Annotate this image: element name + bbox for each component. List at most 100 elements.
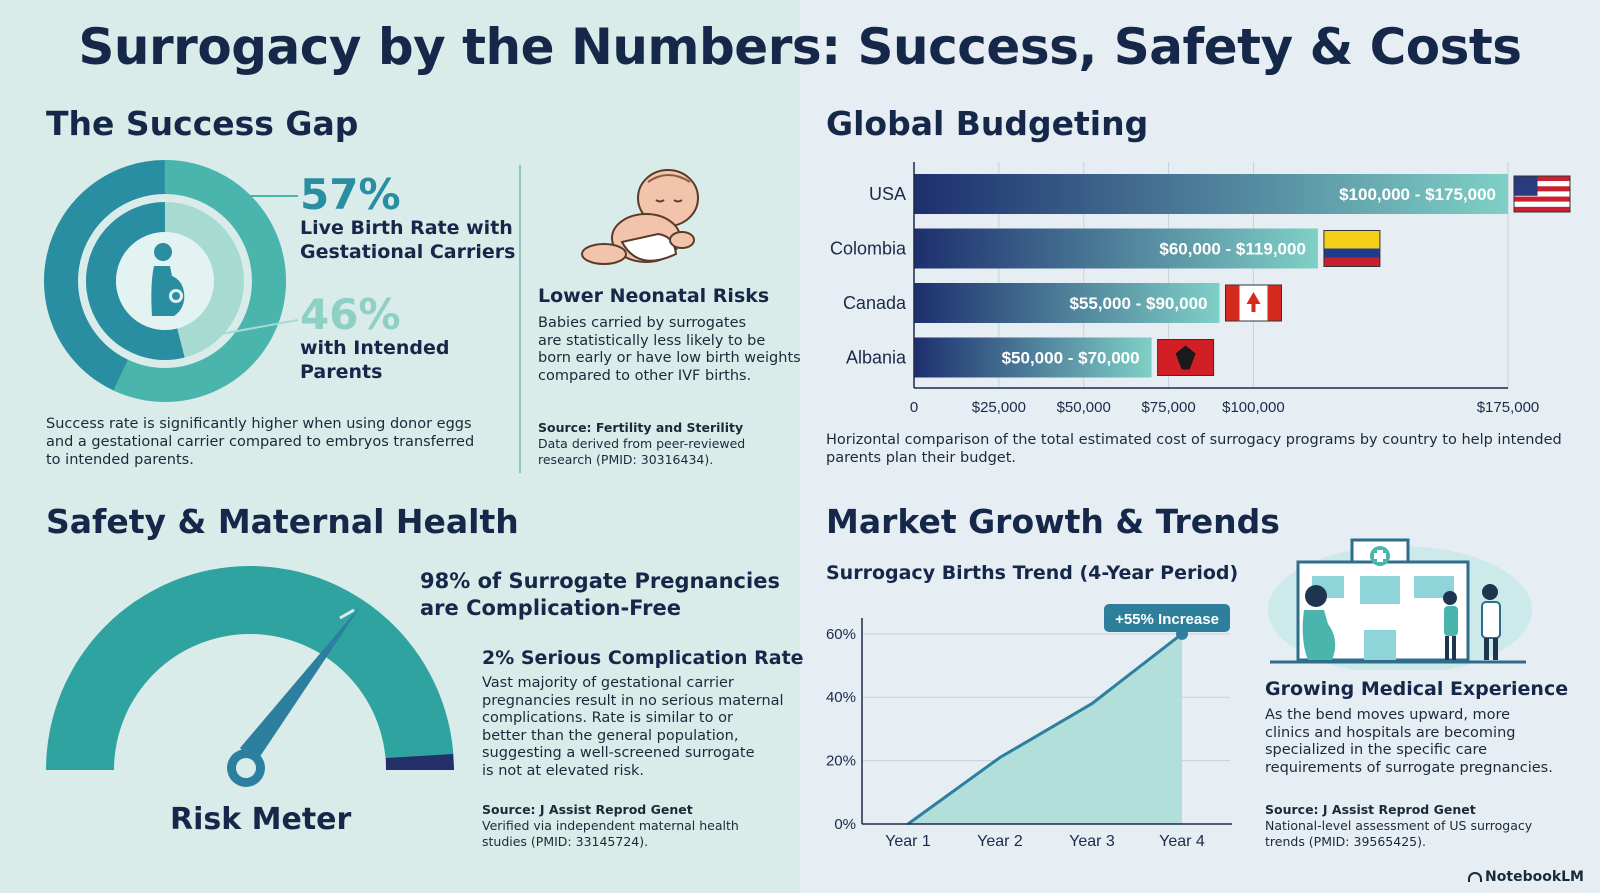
budget-bar bbox=[914, 283, 1220, 323]
safety-headline-line1: 98% of Surrogate Pregnancies bbox=[420, 569, 780, 593]
budget-bar-value-label: $100,000 - $175,000 bbox=[1339, 185, 1496, 204]
neonatal-text: Babies carried by surrogates are statist… bbox=[538, 315, 801, 385]
budget-x-tick-label: 0 bbox=[910, 399, 918, 416]
neonatal-text-line1: Babies carried by surrogates bbox=[538, 315, 747, 331]
safety-heading: Safety & Maternal Health bbox=[46, 502, 519, 541]
budget-bar bbox=[914, 174, 1508, 214]
gauge-separator bbox=[339, 608, 355, 620]
trend-area-chart: 0% 20% 40% 60% Year 1 Year 2 Year 3 Year 4 +55%… bbox=[826, 604, 1232, 850]
market-source: National-level assessment of US surrogac… bbox=[1265, 818, 1532, 850]
trend-y-tick-label: 60% bbox=[826, 626, 856, 643]
safety-headline: 98% of Surrogate Pregnancies are Complic… bbox=[420, 568, 780, 622]
stat-57-label: Live Birth Rate with Gestational Carrier… bbox=[300, 216, 515, 264]
budget-bar-value-label: $50,000 - $70,000 bbox=[1002, 349, 1140, 368]
notebooklm-label: NotebookLM bbox=[1485, 869, 1584, 885]
budget-x-tick-label: $100,000 bbox=[1222, 399, 1285, 416]
trend-annotation: +55% Increase bbox=[1104, 604, 1230, 632]
outer-ring-rest bbox=[44, 160, 166, 391]
safety-text-line4: better than the general population, bbox=[482, 727, 739, 744]
market-source-line2: trends (PMID: 39565425). bbox=[1265, 834, 1426, 849]
safety-source: Verified via independent maternal health… bbox=[482, 818, 739, 850]
trend-y-tick-label: 40% bbox=[826, 689, 856, 706]
trend-chart-title: Surrogacy Births Trend (4-Year Period) bbox=[826, 562, 1239, 584]
stat-46-value: 46% bbox=[300, 290, 401, 339]
budget-category-label: USA bbox=[869, 184, 906, 204]
trend-x-tick-label: Year 4 bbox=[1159, 833, 1205, 850]
inner-ring-rest bbox=[86, 202, 185, 360]
budget-description: Horizontal comparison of the total estim… bbox=[826, 431, 1562, 467]
trend-x-tick-label: Year 1 bbox=[885, 833, 931, 850]
neonatal-text-line4: compared to other IVF births. bbox=[538, 367, 752, 384]
success-description-line1: Success rate is significantly higher whe… bbox=[46, 416, 472, 432]
notebooklm-brand: NotebookLM bbox=[1468, 869, 1584, 885]
market-text-line3: specialized in the specific care bbox=[1265, 742, 1488, 758]
market-text-line4: requirements of surrogate pregnancies. bbox=[1265, 759, 1553, 776]
gauge-danger-band bbox=[386, 754, 454, 770]
success-description-line2: and a gestational carrier compared to em… bbox=[46, 434, 475, 450]
neonatal-text-line3: born early or have low birth weights bbox=[538, 350, 801, 366]
trend-x-tick-label: Year 2 bbox=[977, 833, 1023, 850]
stat-57-value: 57% bbox=[300, 170, 401, 219]
success-description-line3: to intended parents. bbox=[46, 452, 194, 468]
risk-meter-label: Risk Meter bbox=[170, 802, 352, 837]
annotation-text: +55% Increase bbox=[1115, 611, 1219, 628]
neonatal-text-line2: are statistically less likely to be bbox=[538, 332, 766, 349]
market-source-head: Source: J Assist Reprod Genet bbox=[1265, 802, 1476, 817]
albania-flag-icon bbox=[1157, 339, 1215, 376]
safety-text-line1: Vast majority of gestational carrier bbox=[482, 675, 734, 691]
budget-bar-value-label: $55,000 - $90,000 bbox=[1069, 294, 1207, 313]
budget-x-tick-label: $175,000 bbox=[1477, 399, 1540, 416]
nurse-figure-icon bbox=[1443, 591, 1458, 660]
trend-area-fill bbox=[908, 633, 1182, 824]
annotation-badge bbox=[1104, 604, 1230, 632]
market-text-line2: clinics and hospitals are becoming bbox=[1265, 724, 1516, 741]
safety-headline-line2: are Complication-Free bbox=[420, 596, 682, 620]
safety-source-head: Source: J Assist Reprod Genet bbox=[482, 802, 693, 817]
budget-category-label: Colombia bbox=[830, 239, 907, 259]
budget-bar-chart: $100,000 - $175,000 $60,000 - $119,000 $55… bbox=[830, 162, 1571, 416]
safety-text-line6: is not at elevated risk. bbox=[482, 762, 645, 779]
baby-icon bbox=[581, 169, 699, 265]
risk-meter-gauge bbox=[46, 566, 454, 787]
budget-bar-value-label: $60,000 - $119,000 bbox=[1159, 240, 1306, 259]
doctor-figure-icon bbox=[1481, 584, 1501, 660]
budget-description-line1: Horizontal comparison of the total estim… bbox=[826, 432, 1562, 448]
success-donut-chart bbox=[44, 160, 299, 402]
safety-source-line1: Verified via independent maternal health bbox=[482, 818, 739, 833]
budget-x-tick-label: $50,000 bbox=[1057, 399, 1111, 416]
pregnant-woman-icon bbox=[151, 243, 185, 316]
page-title: Surrogacy by the Numbers: Success, Safet… bbox=[78, 18, 1522, 76]
market-source-line1: National-level assessment of US surrogac… bbox=[1265, 818, 1533, 833]
trend-x-tick-label: Year 3 bbox=[1069, 833, 1115, 850]
budget-heading: Global Budgeting bbox=[826, 104, 1149, 143]
stat-46-label-line1: with Intended bbox=[300, 337, 450, 359]
section-divider bbox=[519, 165, 521, 473]
notebooklm-logo-icon bbox=[1468, 872, 1483, 882]
budget-x-tick-label: $75,000 bbox=[1141, 399, 1195, 416]
connector-line-46 bbox=[209, 319, 299, 337]
success-gap-heading: The Success Gap bbox=[46, 104, 359, 143]
pregnant-woman-figure-icon bbox=[1302, 585, 1336, 660]
neonatal-source-head: Source: Fertility and Sterility bbox=[538, 420, 744, 435]
neonatal-heading: Lower Neonatal Risks bbox=[538, 285, 770, 307]
safety-text: Vast majority of gestational carrier pre… bbox=[482, 675, 784, 780]
trend-line bbox=[907, 632, 1183, 826]
stat-46-label-line2: Parents bbox=[300, 361, 383, 383]
safety-text-line3: complications. Rate is similar to or bbox=[482, 710, 733, 726]
budget-bar bbox=[914, 228, 1318, 269]
neonatal-source-line2: research (PMID: 30316434). bbox=[538, 452, 714, 467]
canada-flag-icon bbox=[1224, 284, 1282, 322]
medical-experience-heading: Growing Medical Experience bbox=[1265, 678, 1569, 700]
trend-y-tick-label: 0% bbox=[834, 816, 856, 833]
market-heading: Market Growth & Trends bbox=[826, 502, 1280, 541]
stat-57-label-line2: Gestational Carriers bbox=[300, 241, 516, 263]
hospital-illustration bbox=[1268, 538, 1532, 670]
gauge-needle bbox=[240, 604, 362, 764]
safety-text-line2: pregnancies result in no serious materna… bbox=[482, 692, 784, 709]
market-text-line1: As the bend moves upward, more bbox=[1265, 707, 1511, 723]
stat-57-label-line1: Live Birth Rate with bbox=[300, 217, 513, 239]
usa-flag-icon bbox=[1513, 175, 1571, 213]
stat-46-label: with Intended Parents bbox=[300, 336, 449, 384]
budget-x-tick-label: $25,000 bbox=[972, 399, 1026, 416]
colombia-flag-icon bbox=[1323, 230, 1381, 267]
